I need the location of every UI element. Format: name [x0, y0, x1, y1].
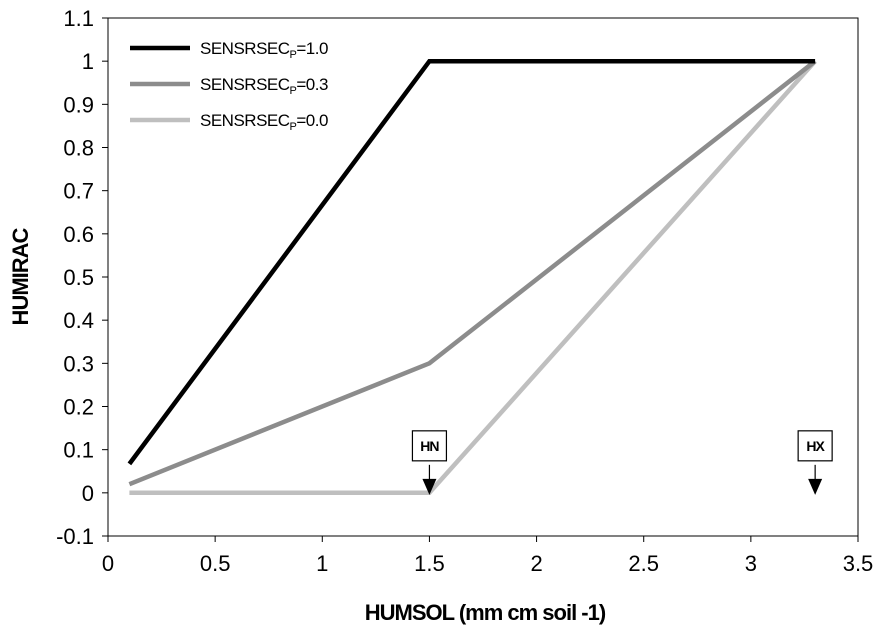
- chart-legend: SENSRSECP=1.0 SENSRSECP=0.3 SENSRSECP=0.0: [130, 39, 328, 133]
- y-tick-label: 0.4: [63, 308, 94, 333]
- legend-label: SENSRSECP=1.0: [200, 39, 328, 61]
- legend-item-2: SENSRSECP=0.3: [130, 75, 328, 97]
- y-tick-label: 0.5: [63, 265, 94, 290]
- x-tick-label: 0: [102, 551, 114, 576]
- annotation-box: [797, 430, 833, 462]
- series-line-2: [128, 59, 817, 487]
- legend-item-3: SENSRSECP=0.0: [130, 111, 328, 133]
- y-tick-label: 0.2: [63, 395, 94, 420]
- y-tick-label: 0.8: [63, 136, 94, 161]
- x-tick-label: 1.5: [414, 551, 445, 576]
- annotation-box: [411, 430, 448, 462]
- arrow-down-icon: [422, 478, 437, 495]
- x-tick-label: 2.5: [628, 551, 659, 576]
- x-tick-label: 3.5: [843, 551, 874, 576]
- y-tick-label: 0.1: [63, 438, 94, 463]
- y-tick-label: 0.9: [63, 92, 94, 117]
- y-tick-label: 1.1: [63, 6, 94, 31]
- legend-item-1: SENSRSECP=1.0: [130, 39, 328, 61]
- y-tick-label: -0.1: [56, 524, 94, 549]
- x-tick-label: 1: [316, 551, 328, 576]
- annotation-label: HX: [806, 438, 825, 454]
- arrow-down-icon: [808, 478, 823, 495]
- y-tick-label: 0.3: [63, 351, 94, 376]
- x-axis-title: HUMSOL (mm cm soil -1): [365, 600, 606, 625]
- annotation-hx: HX: [797, 430, 833, 495]
- y-tick-label: 0.7: [63, 179, 94, 204]
- series-line-1: [127, 58, 816, 466]
- y-axis-title: HUMIRAC: [8, 227, 33, 325]
- annotation-label: HN: [420, 438, 439, 454]
- plot-area-border: [107, 17, 859, 537]
- y-tick-label: 0.6: [63, 222, 94, 247]
- chart-axes: [107, 17, 859, 537]
- y-tick-label: 0: [82, 481, 94, 506]
- x-tick-label: 0.5: [200, 551, 231, 576]
- x-tick-label: 2: [530, 551, 542, 576]
- chart-annotations: HN HX: [411, 430, 833, 495]
- annotation-hn: HN: [411, 430, 448, 495]
- y-tick-label: 1: [82, 49, 94, 74]
- x-tick-label: 3: [745, 551, 757, 576]
- legend-label: SENSRSECP=0.0: [200, 111, 328, 133]
- chart-ticks: 0 0.5 1 1.5 2 2.5 3 3.5 -0.1 0 0.1 0.2 0.3 0.4 0.5 0.6 0…: [56, 6, 873, 576]
- legend-label: SENSRSECP=0.3: [200, 75, 328, 97]
